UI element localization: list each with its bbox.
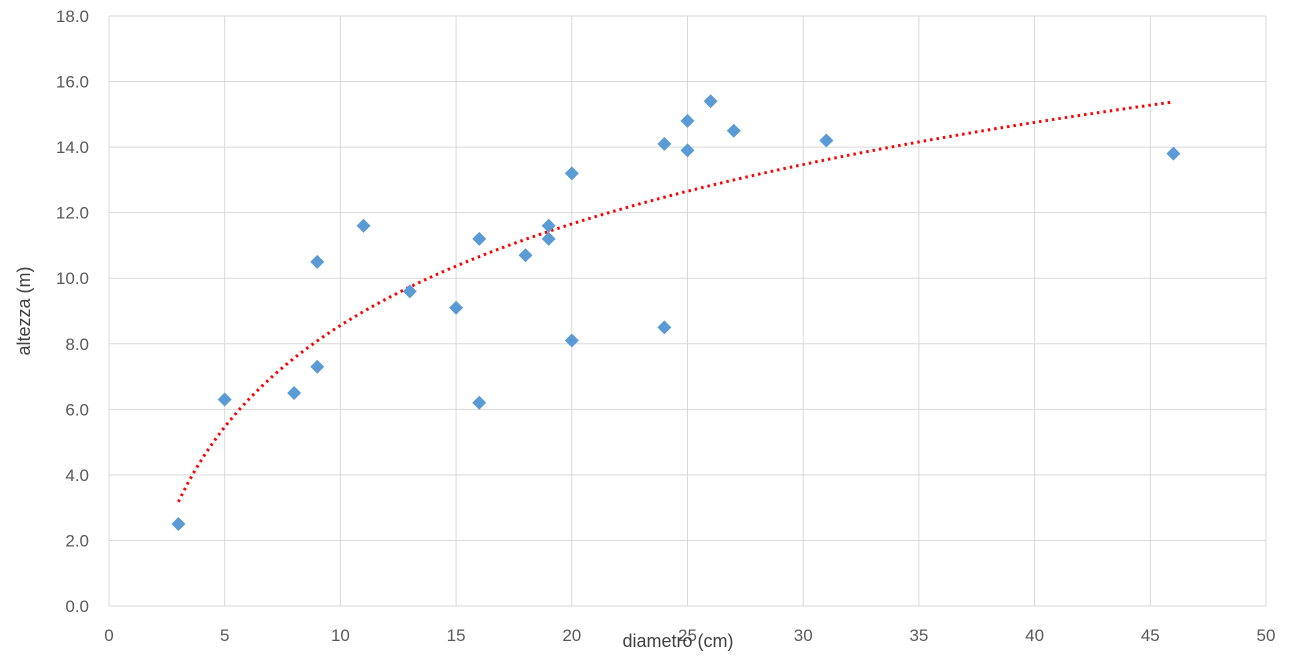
x-tick-label-0: 0 xyxy=(104,626,113,645)
data-point-9 xyxy=(472,395,487,410)
data-point-1 xyxy=(217,392,232,407)
data-point-13 xyxy=(564,166,579,181)
data-point-10 xyxy=(518,248,533,263)
data-point-2 xyxy=(287,385,302,400)
x-tick-labels: 0 5 10 15 20 25 30 35 40 45 50 xyxy=(104,626,1275,645)
data-point-15 xyxy=(657,136,672,151)
x-tick-label-5: 25 xyxy=(678,626,697,645)
x-tick-label-10: 50 xyxy=(1257,626,1276,645)
trendline xyxy=(177,100,1174,503)
y-tick-label-2: 4.0 xyxy=(65,466,89,485)
x-tick-label-1: 5 xyxy=(220,626,229,645)
data-point-7 xyxy=(449,300,464,315)
data-point-18 xyxy=(680,143,695,158)
data-point-8 xyxy=(472,231,487,246)
y-tick-label-7: 14.0 xyxy=(56,138,89,157)
y-tick-label-5: 10.0 xyxy=(56,269,89,288)
y-tick-label-8: 16.0 xyxy=(56,73,89,92)
y-tick-labels: 0.0 2.0 4.0 6.0 8.0 10.0 12.0 14.0 16.0 18.0 xyxy=(56,7,89,616)
x-tick-label-6: 30 xyxy=(794,626,813,645)
trendline-group xyxy=(177,100,1174,503)
y-tick-label-3: 6.0 xyxy=(65,400,89,419)
data-point-22 xyxy=(1166,146,1181,161)
y-tick-label-1: 2.0 xyxy=(65,531,89,550)
grid-lines xyxy=(108,15,1267,607)
data-point-19 xyxy=(703,94,718,109)
x-axis-title: diametro (cm) xyxy=(622,631,733,651)
x-tick-label-3: 15 xyxy=(447,626,466,645)
data-point-16 xyxy=(657,320,672,335)
data-points xyxy=(171,94,1181,532)
data-point-21 xyxy=(819,133,834,148)
data-point-17 xyxy=(680,113,695,128)
data-point-12 xyxy=(541,231,556,246)
y-tick-label-6: 12.0 xyxy=(56,204,89,223)
data-point-5 xyxy=(356,218,371,233)
y-tick-label-4: 8.0 xyxy=(65,335,89,354)
data-point-14 xyxy=(564,333,579,348)
x-tick-label-8: 40 xyxy=(1025,626,1044,645)
data-point-3 xyxy=(310,254,325,269)
y-tick-label-9: 18.0 xyxy=(56,7,89,26)
data-point-6 xyxy=(402,284,417,299)
x-tick-label-7: 35 xyxy=(909,626,928,645)
data-point-0 xyxy=(171,517,186,532)
y-axis-title: altezza (m) xyxy=(14,266,34,355)
x-tick-label-9: 45 xyxy=(1141,626,1160,645)
x-tick-label-2: 10 xyxy=(331,626,350,645)
data-point-11 xyxy=(541,218,556,233)
data-point-20 xyxy=(726,123,741,138)
data-point-4 xyxy=(310,359,325,374)
y-tick-label-0: 0.0 xyxy=(65,597,89,616)
x-tick-label-4: 20 xyxy=(562,626,581,645)
